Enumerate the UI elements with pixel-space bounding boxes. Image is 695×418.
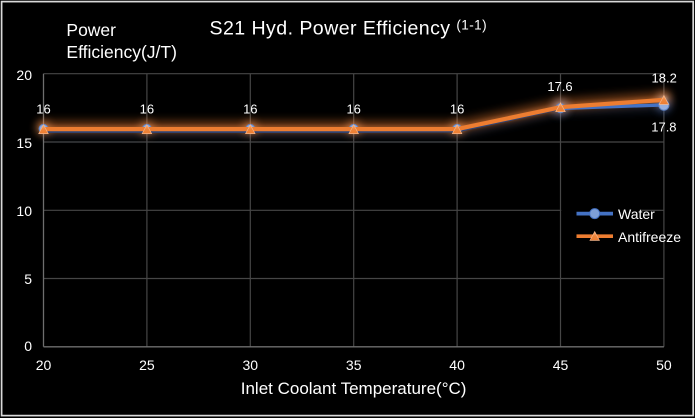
svg-text:Water: Water [618,206,655,222]
svg-text:Power: Power [66,20,116,40]
svg-text:45: 45 [553,357,569,373]
svg-text:40: 40 [449,357,465,373]
svg-text:17.6: 17.6 [547,79,572,94]
svg-text:S21 Hyd. Power Efficiency (1-1: S21 Hyd. Power Efficiency (1-1) [210,17,488,39]
svg-text:50: 50 [656,357,672,373]
svg-text:16: 16 [36,101,50,116]
svg-text:18.2: 18.2 [652,71,677,86]
svg-text:16: 16 [450,101,464,116]
svg-text:0: 0 [24,338,32,354]
svg-text:20: 20 [36,357,52,373]
svg-text:16: 16 [140,101,154,116]
svg-text:35: 35 [346,357,362,373]
svg-text:16: 16 [346,101,360,116]
svg-text:30: 30 [243,357,259,373]
svg-text:16: 16 [243,101,257,116]
svg-text:5: 5 [24,271,32,287]
svg-text:17.8: 17.8 [651,120,676,135]
svg-text:Efficiency(J/T): Efficiency(J/T) [66,42,177,62]
svg-text:Inlet Coolant Temperature(°C): Inlet Coolant Temperature(°C) [241,379,467,398]
svg-text:15: 15 [16,135,32,151]
svg-text:Antifreeze: Antifreeze [618,229,681,245]
svg-text:10: 10 [16,203,32,219]
svg-text:20: 20 [16,67,32,83]
svg-text:25: 25 [139,357,155,373]
